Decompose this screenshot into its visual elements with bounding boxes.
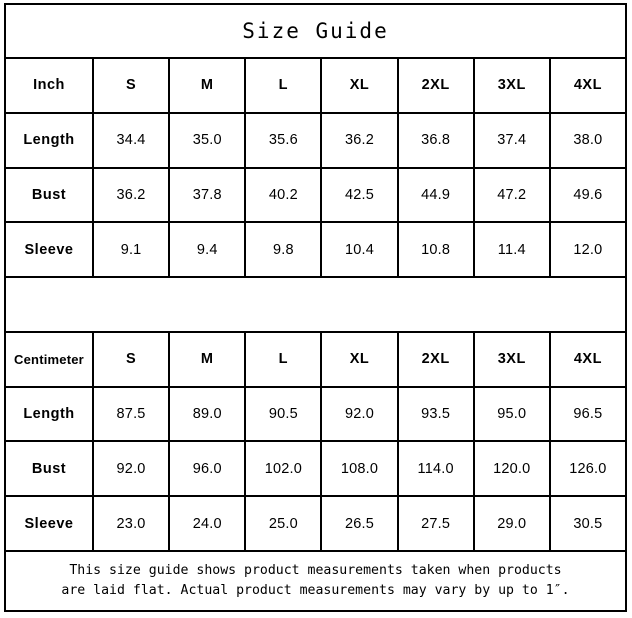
centimeter-bust-l: 102.0 (246, 442, 323, 496)
inch-bust-l: 40.2 (246, 168, 323, 222)
centimeter-row-sleeve: Sleeve 23.0 24.0 25.0 26.5 27.5 29.0 30.… (6, 497, 625, 553)
inch-sleeve-s: 9.1 (94, 223, 171, 277)
centimeter-column-header-m: M (170, 332, 247, 386)
inch-sleeve-2xl: 10.8 (399, 223, 475, 277)
centimeter-row-label-bust: Bust (6, 442, 94, 496)
note-line-1: This size guide shows product measuremen… (69, 563, 562, 579)
inch-length-2xl: 36.8 (399, 113, 475, 167)
inch-length-l: 35.6 (246, 113, 323, 167)
inch-sleeve-l: 9.8 (246, 223, 323, 277)
inch-length-4xl: 38.0 (573, 132, 603, 149)
inch-column-header-3xl: 3XL (475, 59, 551, 112)
inch-column-header-m: M (170, 59, 247, 112)
inch-table-header-row: Inch S M L XL 2XL 3XL 4XL (6, 59, 625, 114)
centimeter-column-header-4xl: 4XL (573, 351, 602, 368)
inch-bust-3xl: 47.2 (475, 168, 551, 222)
inch-row-bust: Bust 36.2 37.8 40.2 42.5 44.9 47.2 49.6 (6, 168, 625, 224)
inch-bust-2xl: 44.9 (399, 168, 475, 222)
inch-row-sleeve: Sleeve 9.1 9.4 9.8 10.4 10.8 11.4 12.0 (6, 223, 625, 279)
size-guide-table: Size Guide Inch S M L XL 2XL 3XL 4XL Len… (4, 3, 627, 612)
centimeter-sleeve-xl: 26.5 (322, 497, 399, 551)
centimeter-table-header-row: Centimeter S M L XL 2XL 3XL 4XL (6, 332, 625, 388)
page-title: Size Guide (242, 19, 389, 43)
centimeter-length-2xl: 93.5 (399, 387, 475, 441)
centimeter-length-s: 87.5 (94, 387, 171, 441)
centimeter-column-header-xl: XL (322, 332, 399, 386)
inch-bust-s: 36.2 (94, 168, 171, 222)
table-separator-band (6, 278, 625, 333)
centimeter-sleeve-s: 23.0 (94, 497, 171, 551)
centimeter-sleeve-4xl: 30.5 (573, 515, 603, 532)
centimeter-bust-xl: 108.0 (322, 442, 399, 496)
inch-column-header-4xl: 4XL (573, 77, 602, 94)
centimeter-bust-3xl: 120.0 (475, 442, 551, 496)
size-guide-note: This size guide shows product measuremen… (6, 552, 625, 610)
centimeter-row-label-sleeve: Sleeve (6, 497, 94, 551)
centimeter-sleeve-3xl: 29.0 (475, 497, 551, 551)
note-line-2: are laid flat. Actual product measuremen… (61, 582, 570, 598)
inch-row-label-length: Length (6, 113, 94, 167)
centimeter-column-header-3xl: 3XL (475, 332, 551, 386)
inch-length-xl: 36.2 (322, 113, 399, 167)
inch-sleeve-4xl: 12.0 (573, 241, 603, 258)
inch-unit-label: Inch (6, 59, 94, 112)
centimeter-row-bust: Bust 92.0 96.0 102.0 108.0 114.0 120.0 1… (6, 442, 625, 498)
inch-column-header-2xl: 2XL (399, 59, 475, 112)
centimeter-row-label-length: Length (6, 387, 94, 441)
centimeter-unit-label: Centimeter (6, 332, 94, 386)
inch-length-s: 34.4 (94, 113, 171, 167)
centimeter-row-length: Length 87.5 89.0 90.5 92.0 93.5 95.0 96.… (6, 387, 625, 443)
centimeter-sleeve-2xl: 27.5 (399, 497, 475, 551)
inch-column-header-s: S (94, 59, 171, 112)
centimeter-sleeve-l: 25.0 (246, 497, 323, 551)
inch-length-3xl: 37.4 (475, 113, 551, 167)
inch-bust-m: 37.8 (170, 168, 247, 222)
centimeter-bust-m: 96.0 (170, 442, 247, 496)
centimeter-column-header-2xl: 2XL (399, 332, 475, 386)
centimeter-column-header-l: L (246, 332, 323, 386)
inch-column-header-l: L (246, 59, 323, 112)
inch-row-label-sleeve: Sleeve (6, 223, 94, 277)
inch-row-label-bust: Bust (6, 168, 94, 222)
centimeter-length-4xl: 96.5 (573, 406, 603, 423)
inch-sleeve-xl: 10.4 (322, 223, 399, 277)
centimeter-length-3xl: 95.0 (475, 387, 551, 441)
centimeter-bust-2xl: 114.0 (399, 442, 475, 496)
size-guide-title-band: Size Guide (6, 5, 625, 59)
centimeter-column-header-s: S (94, 332, 171, 386)
inch-sleeve-3xl: 11.4 (475, 223, 551, 277)
centimeter-bust-4xl: 126.0 (569, 460, 607, 477)
inch-column-header-xl: XL (322, 59, 399, 112)
centimeter-sleeve-m: 24.0 (170, 497, 247, 551)
inch-bust-xl: 42.5 (322, 168, 399, 222)
inch-length-m: 35.0 (170, 113, 247, 167)
inch-bust-4xl: 49.6 (573, 186, 603, 203)
centimeter-length-xl: 92.0 (322, 387, 399, 441)
inch-sleeve-m: 9.4 (170, 223, 247, 277)
inch-row-length: Length 34.4 35.0 35.6 36.2 36.8 37.4 38.… (6, 113, 625, 169)
centimeter-length-l: 90.5 (246, 387, 323, 441)
centimeter-length-m: 89.0 (170, 387, 247, 441)
centimeter-bust-s: 92.0 (94, 442, 171, 496)
